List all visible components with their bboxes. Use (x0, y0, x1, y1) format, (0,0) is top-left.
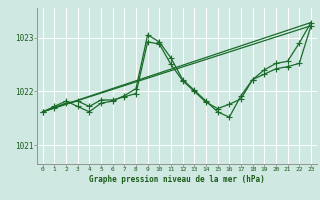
X-axis label: Graphe pression niveau de la mer (hPa): Graphe pression niveau de la mer (hPa) (89, 175, 265, 184)
